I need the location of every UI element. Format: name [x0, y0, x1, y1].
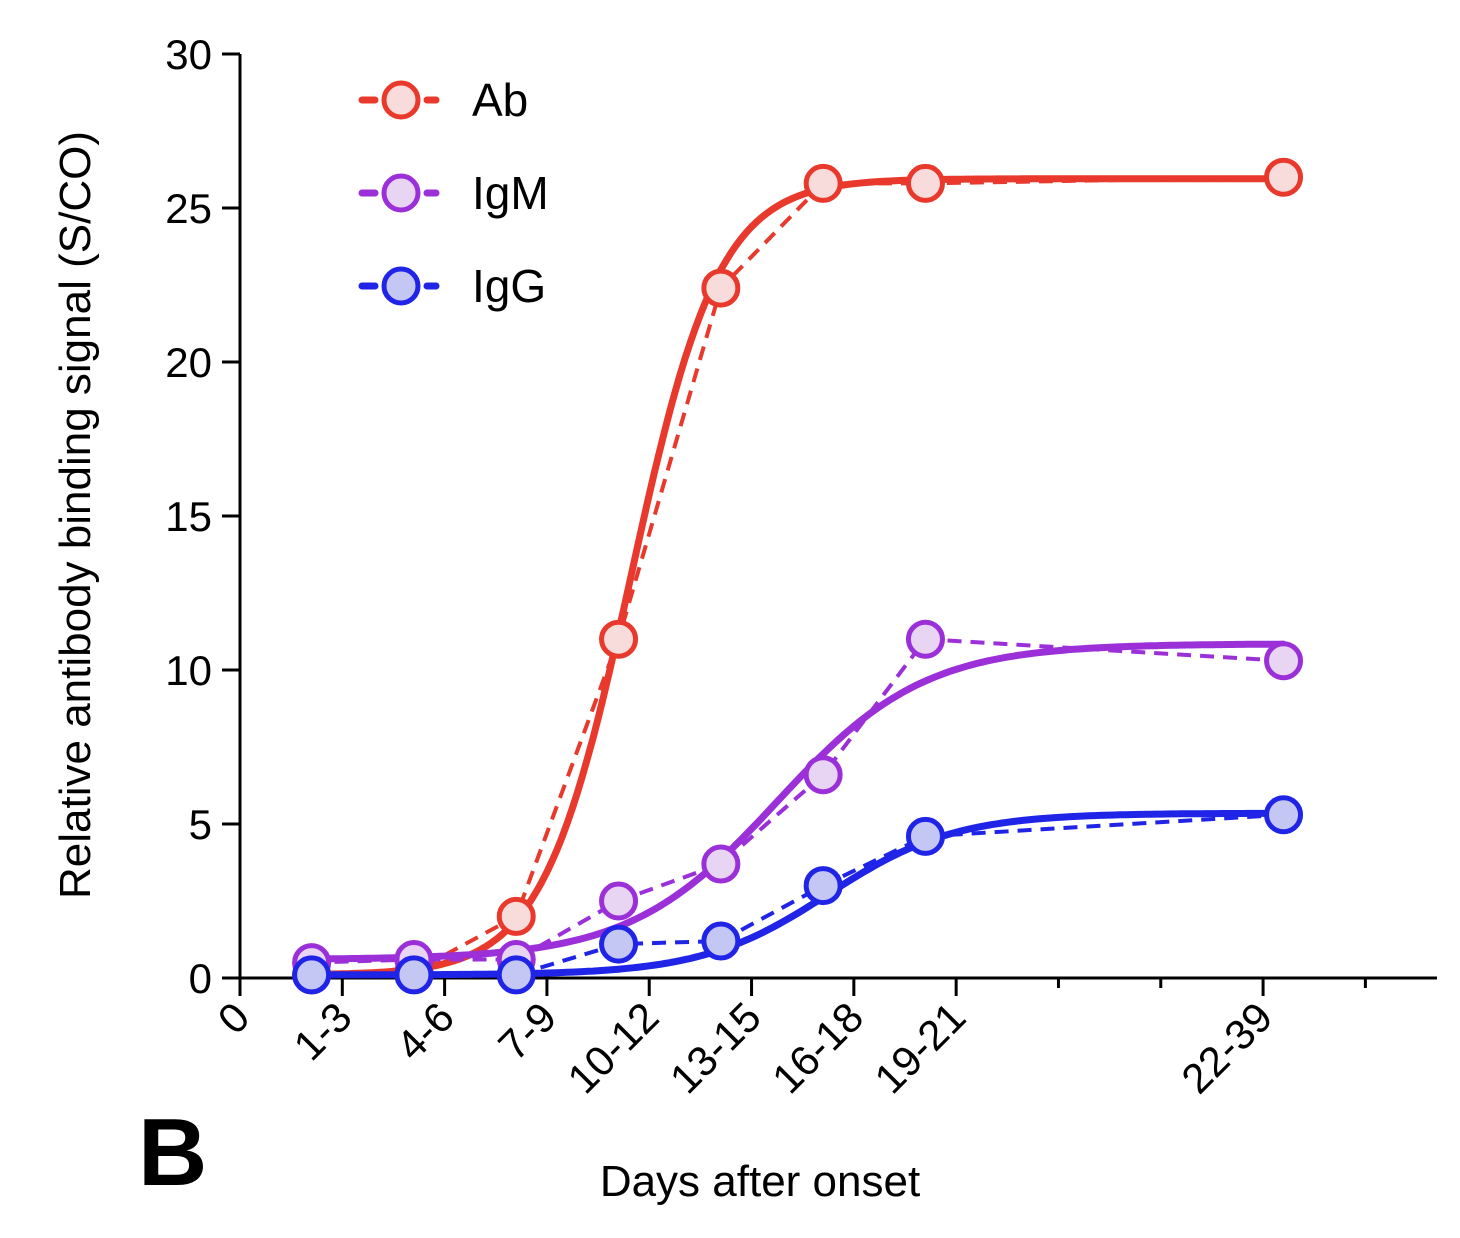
data-point — [394, 955, 434, 995]
x-tick-label: 7-9 — [489, 993, 565, 1069]
series-igm — [292, 619, 1304, 983]
data-point — [599, 619, 639, 659]
legend-label: Ab — [472, 74, 528, 126]
y-tick-label: 25 — [165, 185, 212, 232]
x-tick-label: 22-39 — [1172, 993, 1281, 1102]
data-point — [905, 619, 945, 659]
data-point — [496, 896, 536, 936]
legend-label: IgM — [472, 167, 549, 219]
legend-marker — [381, 266, 421, 306]
data-point — [701, 844, 741, 884]
data-point — [701, 268, 741, 308]
y-tick-label: 0 — [189, 955, 212, 1002]
legend-marker — [381, 173, 421, 213]
legend-item-ab: Ab — [358, 74, 528, 126]
data-point — [905, 163, 945, 203]
data-point — [599, 881, 639, 921]
fit-curve — [308, 640, 1287, 963]
data-line — [311, 175, 1284, 977]
x-tick-label: 0 — [209, 993, 259, 1043]
data-point — [803, 163, 843, 203]
y-tick-label: 10 — [165, 647, 212, 694]
data-point — [599, 924, 639, 964]
x-tick-label: 1-3 — [285, 993, 361, 1069]
legend-marker — [381, 80, 421, 120]
y-tick-label: 5 — [189, 801, 212, 848]
fit-curve — [308, 809, 1287, 979]
data-point — [803, 755, 843, 795]
data-point — [701, 921, 741, 961]
x-axis-title: Days after onset — [600, 1157, 920, 1206]
data-point — [905, 816, 945, 856]
data-point — [1264, 157, 1304, 197]
data-point — [1264, 641, 1304, 681]
x-tick-label: 10-12 — [558, 993, 667, 1102]
series-igg — [292, 795, 1304, 995]
y-tick-label: 30 — [165, 31, 212, 78]
x-tick-label: 16-18 — [763, 993, 872, 1102]
legend-label: IgG — [472, 260, 546, 312]
y-axis: 0 5 10 15 20 25 30 — [165, 31, 242, 1002]
legend: Ab IgM IgG — [358, 74, 549, 312]
y-axis-title: Relative antibody binding signal (S/CO) — [51, 131, 100, 899]
data-point — [292, 955, 332, 995]
y-tick-label: 15 — [165, 493, 212, 540]
legend-item-igg: IgG — [358, 260, 546, 312]
legend-item-igm: IgM — [358, 167, 549, 219]
data-line — [311, 812, 1284, 977]
x-tick-label: 19-21 — [865, 993, 974, 1102]
series-ab — [292, 157, 1304, 995]
y-tick-label: 20 — [165, 339, 212, 386]
data-point — [1264, 795, 1304, 835]
x-tick-label: 13-15 — [661, 993, 770, 1102]
data-point — [496, 955, 536, 995]
fit-curve — [308, 175, 1287, 978]
x-tick-label: 4-6 — [387, 993, 463, 1069]
plot-area — [292, 157, 1304, 995]
data-point — [803, 866, 843, 906]
panel-label: B — [138, 1099, 207, 1206]
